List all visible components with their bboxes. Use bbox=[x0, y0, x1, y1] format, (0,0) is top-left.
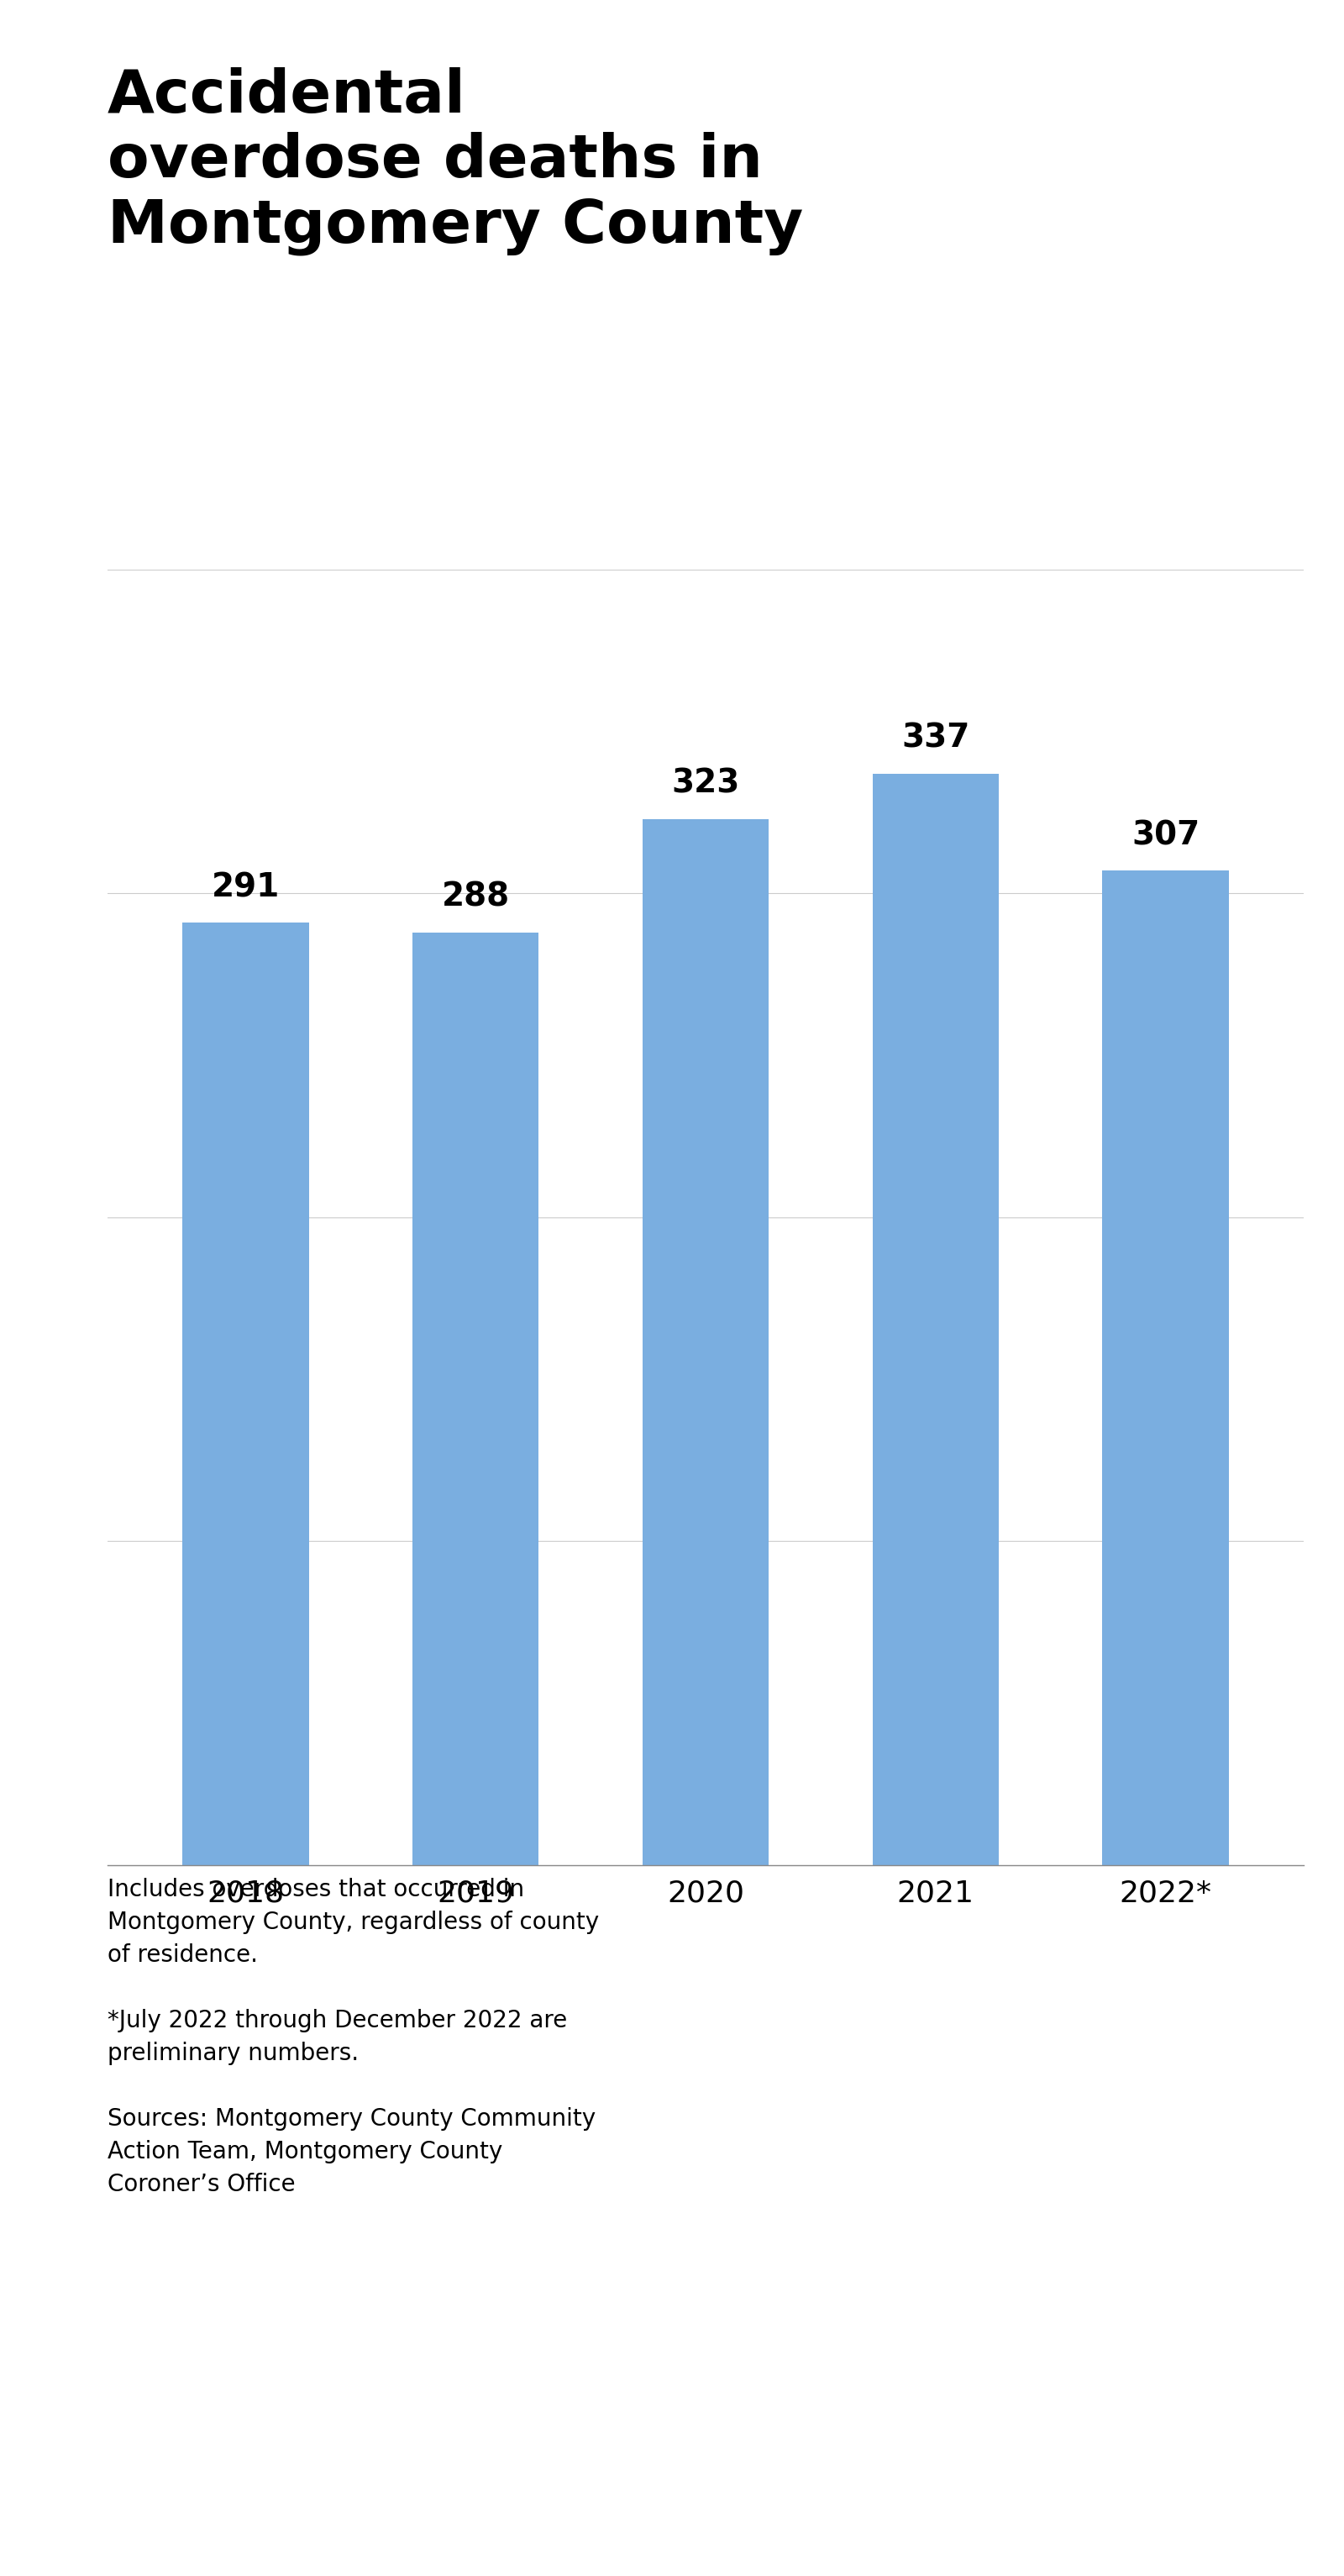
Bar bbox=[1102, 871, 1228, 1865]
Text: 337: 337 bbox=[902, 721, 970, 755]
Bar bbox=[872, 773, 999, 1865]
Text: 291: 291 bbox=[211, 871, 280, 904]
Bar bbox=[183, 922, 309, 1865]
Bar bbox=[413, 933, 539, 1865]
Text: Accidental
overdose deaths in
Montgomery County: Accidental overdose deaths in Montgomery… bbox=[108, 67, 804, 255]
Text: 288: 288 bbox=[441, 881, 509, 912]
Text: 323: 323 bbox=[672, 768, 739, 799]
Text: Includes overdoses that occurred in
Montgomery County, regardless of county
of r: Includes overdoses that occurred in Mont… bbox=[108, 1878, 599, 2197]
Bar bbox=[642, 819, 769, 1865]
Text: 307: 307 bbox=[1132, 819, 1200, 853]
